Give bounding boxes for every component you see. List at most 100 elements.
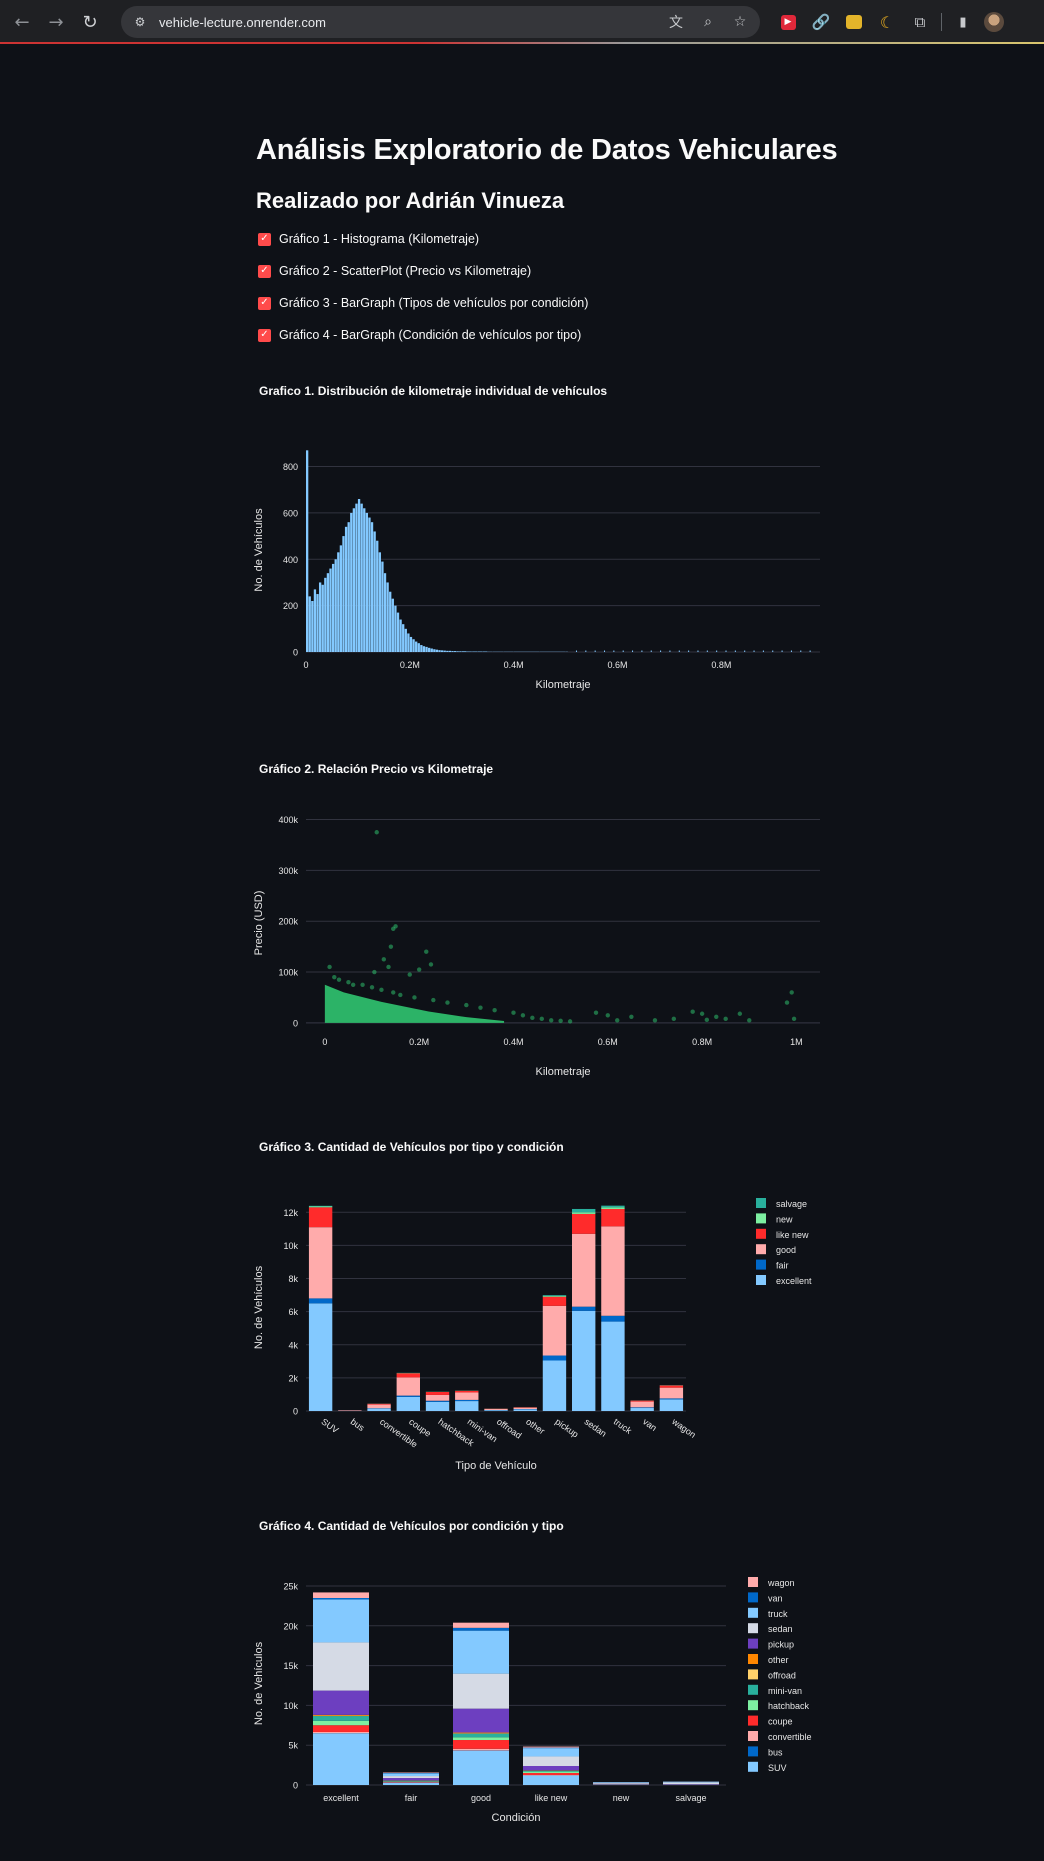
y-axis-label: No. de Vehículos: [253, 1641, 265, 1725]
histogram-bar: [412, 639, 415, 652]
scatter-point: [379, 987, 384, 993]
histogram-bar: [324, 577, 327, 652]
histogram-bar: [394, 605, 397, 652]
legend-swatch: [748, 1607, 758, 1618]
site-settings-icon[interactable]: ⚙: [134, 15, 146, 29]
legend-swatch: [748, 1623, 758, 1634]
link-extension-icon[interactable]: 🔗: [811, 13, 831, 31]
stacked-bar-segment: [383, 1778, 439, 1781]
stacked-bar-segment: [425, 1401, 450, 1411]
scatter-point: [593, 1010, 599, 1015]
scatter-point: [549, 1018, 554, 1023]
scatter-point: [714, 1014, 719, 1019]
address-bar[interactable]: ⚙ vehicle-lecture.onrender.com 文 ⌕ ☆: [121, 6, 760, 38]
chart-2-title: Gráfico 2. Relación Precio vs Kilometraj…: [259, 762, 494, 776]
yellow-extension-icon[interactable]: [842, 10, 866, 34]
legend-swatch: [748, 1592, 758, 1603]
stacked-bar-chart-condicion[interactable]: 0 5k 10k 15k 20k 25k excellent fair good like new…: [250, 1570, 830, 1830]
x-axis-label: Kilometraje: [535, 679, 590, 691]
y-tick-label: 2k: [288, 1373, 298, 1383]
stacked-bar-segment: [396, 1373, 420, 1378]
checkbox-checked-icon[interactable]: ✓: [258, 328, 271, 342]
stacked-bar-segment: [542, 1296, 567, 1306]
y-tick-label: 5k: [288, 1741, 298, 1751]
y-tick-label: 200k: [278, 917, 298, 927]
translate-icon[interactable]: 文: [669, 15, 683, 31]
side-panel-icon[interactable]: ▮: [959, 14, 967, 30]
checkbox-grafico-2[interactable]: ✓ Gráfico 2 - ScatterPlot (Precio vs Kil…: [258, 261, 531, 281]
histogram-chart[interactable]: 0 200 400 600 800 0 0.2M 0.4M 0.6M 0.8M Kilometraj…: [250, 440, 830, 700]
scatter-point: [386, 964, 391, 970]
stacked-bar-segment: [663, 1781, 719, 1783]
browser-toolbar: ← → ↻ ⚙ vehicle-lecture.onrender.com 文 ⌕…: [0, 0, 1044, 44]
stacked-bar-segment: [367, 1403, 391, 1405]
zoom-icon[interactable]: ⌕: [704, 14, 712, 30]
scatter-point: [784, 1000, 790, 1005]
x-tick-label: 0.6M: [598, 1037, 618, 1047]
stacked-bar-segment: [313, 1690, 369, 1715]
stacked-bar-segment: [313, 1714, 369, 1716]
stacked-bar-segment: [453, 1622, 509, 1628]
x-tick-label: van: [641, 1416, 659, 1433]
legend-swatch: [748, 1700, 758, 1711]
stacked-bar-segment: [308, 1206, 333, 1208]
histogram-bar: [622, 650, 624, 652]
histogram-bar: [407, 633, 410, 652]
stacked-bar-segment: [453, 1737, 509, 1741]
scatter-point: [567, 1019, 573, 1024]
legend-swatch: [748, 1715, 758, 1726]
checkbox-grafico-3[interactable]: ✓ Gráfico 3 - BarGraph (Tipos de vehícul…: [258, 293, 588, 313]
legend-label: mini-van: [768, 1686, 802, 1696]
histogram-bar: [762, 650, 764, 652]
scatter-point: [412, 995, 417, 1000]
histogram-bar: [706, 650, 708, 652]
histogram-bar: [433, 649, 436, 652]
back-arrow-icon[interactable]: ←: [14, 11, 30, 33]
x-tick-label: wagon: [669, 1416, 697, 1440]
histogram-bar: [396, 612, 400, 652]
puzzle-extensions-icon[interactable]: ⧉: [914, 13, 926, 31]
stacked-bar-segment: [523, 1748, 579, 1757]
scatter-point: [690, 1009, 695, 1014]
scatter-chart[interactable]: 0 100k 200k 300k 400k 0 0.2M 0.4M 0.6M 0.8M 1M Kilo…: [250, 805, 830, 1078]
stacked-bar-segment: [453, 1748, 509, 1751]
stacked-bar-segment: [572, 1233, 596, 1307]
scatter-point: [407, 972, 412, 977]
checkbox-checked-icon[interactable]: ✓: [258, 232, 271, 246]
legend-label: convertible: [768, 1732, 812, 1742]
checkbox-grafico-1[interactable]: ✓ Gráfico 1 - Histograma (Kilometraje): [258, 229, 479, 249]
x-tick-label: 0.4M: [504, 660, 524, 670]
stacked-bar-segment: [313, 1598, 369, 1600]
histogram-bar: [790, 650, 792, 652]
histogram-bar: [641, 650, 643, 652]
url-text[interactable]: vehicle-lecture.onrender.com: [159, 14, 326, 30]
checkbox-grafico-4[interactable]: ✓ Gráfico 4 - BarGraph (Condición de veh…: [258, 325, 581, 345]
bookmark-star-icon[interactable]: ☆: [733, 14, 747, 30]
histogram-bar: [459, 651, 462, 652]
checkbox-checked-icon[interactable]: ✓: [258, 264, 271, 278]
histogram-bar: [613, 650, 615, 652]
scatter-point: [388, 944, 394, 949]
x-tick-label: 0.2M: [409, 1037, 429, 1047]
histogram-bar: [391, 598, 394, 652]
dark-mode-moon-icon[interactable]: ☾: [879, 12, 895, 32]
x-tick-label: 0: [303, 660, 308, 670]
checkbox-label: Gráfico 2 - ScatterPlot (Precio vs Kilom…: [279, 264, 532, 278]
histogram-bar: [355, 503, 358, 652]
page-subtitle: Realizado por Adrián Vinueza: [256, 188, 565, 213]
scatter-point: [350, 982, 356, 987]
histogram-bar: [331, 563, 335, 652]
stacked-bar-segment: [542, 1295, 567, 1297]
red-extension-icon[interactable]: ▶: [776, 10, 800, 34]
checkbox-checked-icon[interactable]: ✓: [258, 296, 271, 310]
histogram-bar: [313, 589, 317, 652]
stacked-bar-segment: [383, 1776, 439, 1779]
profile-avatar[interactable]: [984, 12, 1004, 32]
histogram-bar: [318, 582, 322, 652]
forward-arrow-icon[interactable]: →: [48, 11, 64, 33]
reload-icon[interactable]: ↻: [82, 11, 98, 33]
stacked-bar-segment: [601, 1226, 625, 1316]
legend-label: bus: [768, 1747, 783, 1757]
stacked-bar-segment: [572, 1213, 596, 1234]
